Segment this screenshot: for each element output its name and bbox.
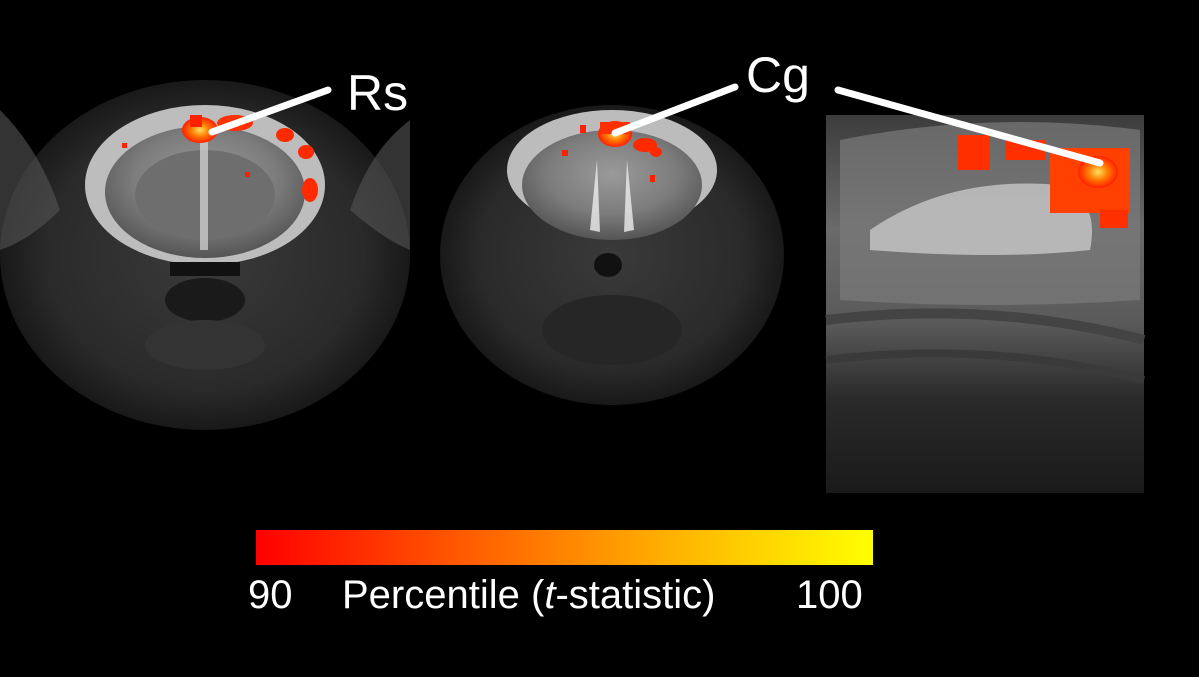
rs-pointer-line: [208, 86, 332, 136]
rs-label: Rs: [347, 65, 409, 121]
cg-label: Cg: [746, 47, 810, 103]
cg-pointer-line-right: [834, 86, 1104, 167]
colorbar-title-prefix: Percentile (: [342, 573, 545, 617]
colorbar-title-suffix: -statistic): [555, 573, 716, 617]
colorbar-min-label: 90: [248, 573, 293, 617]
sagittal-slice-right: [825, 115, 1146, 493]
colorbar-title: Percentile (t-statistic): [342, 575, 715, 615]
cg-pointer-line-left: [611, 83, 739, 137]
colorbar-title-italic: t: [544, 573, 556, 617]
coronal-slice-left: [0, 80, 410, 430]
colorbar-max-label: 100: [796, 573, 863, 617]
coronal-slice-middle: [440, 105, 784, 405]
colorbar: [256, 530, 873, 565]
